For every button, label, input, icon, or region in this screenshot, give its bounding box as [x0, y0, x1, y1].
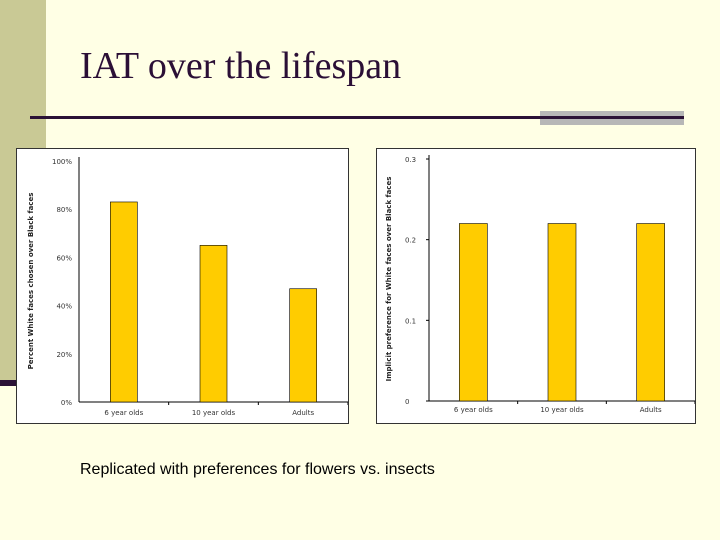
- bar: [459, 223, 488, 402]
- x-tick-label: 10 year olds: [540, 406, 584, 414]
- y-tick-label: 60%: [56, 254, 72, 262]
- x-tick-label: Adults: [640, 406, 662, 414]
- y-tick-label: 100%: [52, 158, 72, 166]
- chart-panel-implicit-preference: 0 0.1 0.2 0.3 Implicit preference for White …: [376, 148, 696, 424]
- left-decor-band-base: [0, 380, 18, 386]
- y-tick-label: 20%: [56, 351, 72, 359]
- bar: [199, 245, 228, 403]
- y-tick-label: 0: [405, 398, 409, 406]
- bar: [110, 201, 138, 403]
- x-tick-label: 10 year olds: [192, 409, 236, 417]
- chart-panel-explicit-preference: 0% 20% 40% 60% 80% 100% Percent White faces ch…: [16, 148, 349, 424]
- title-underline: [30, 116, 684, 119]
- y-tick-label: 80%: [56, 206, 72, 214]
- bar: [636, 223, 665, 402]
- slide-title: IAT over the lifespan: [80, 45, 402, 87]
- title-underline-accent: [540, 111, 684, 125]
- bar: [547, 223, 577, 402]
- slide-caption: Replicated with preferences for flowers …: [80, 461, 435, 478]
- y-axis-label: Percent White faces chosen over Black fa…: [27, 193, 35, 370]
- x-tick-label: 6 year olds: [104, 409, 143, 417]
- x-tick-label: Adults: [292, 409, 314, 417]
- chart-explicit-preference: 0% 20% 40% 60% 80% 100% Percent White faces ch…: [27, 157, 348, 417]
- chart-implicit-preference: 0 0.1 0.2 0.3 Implicit preference for White …: [385, 155, 695, 414]
- bar: [289, 288, 317, 403]
- y-tick-label: 0.3: [405, 156, 416, 164]
- y-tick-label: 40%: [56, 303, 72, 311]
- y-tick-label: 0.1: [405, 317, 416, 325]
- y-tick-label: 0%: [61, 399, 72, 407]
- y-axis-label: Implicit preference for White faces over…: [385, 177, 393, 382]
- y-tick-label: 0.2: [405, 237, 416, 245]
- x-tick-label: 6 year olds: [454, 406, 493, 414]
